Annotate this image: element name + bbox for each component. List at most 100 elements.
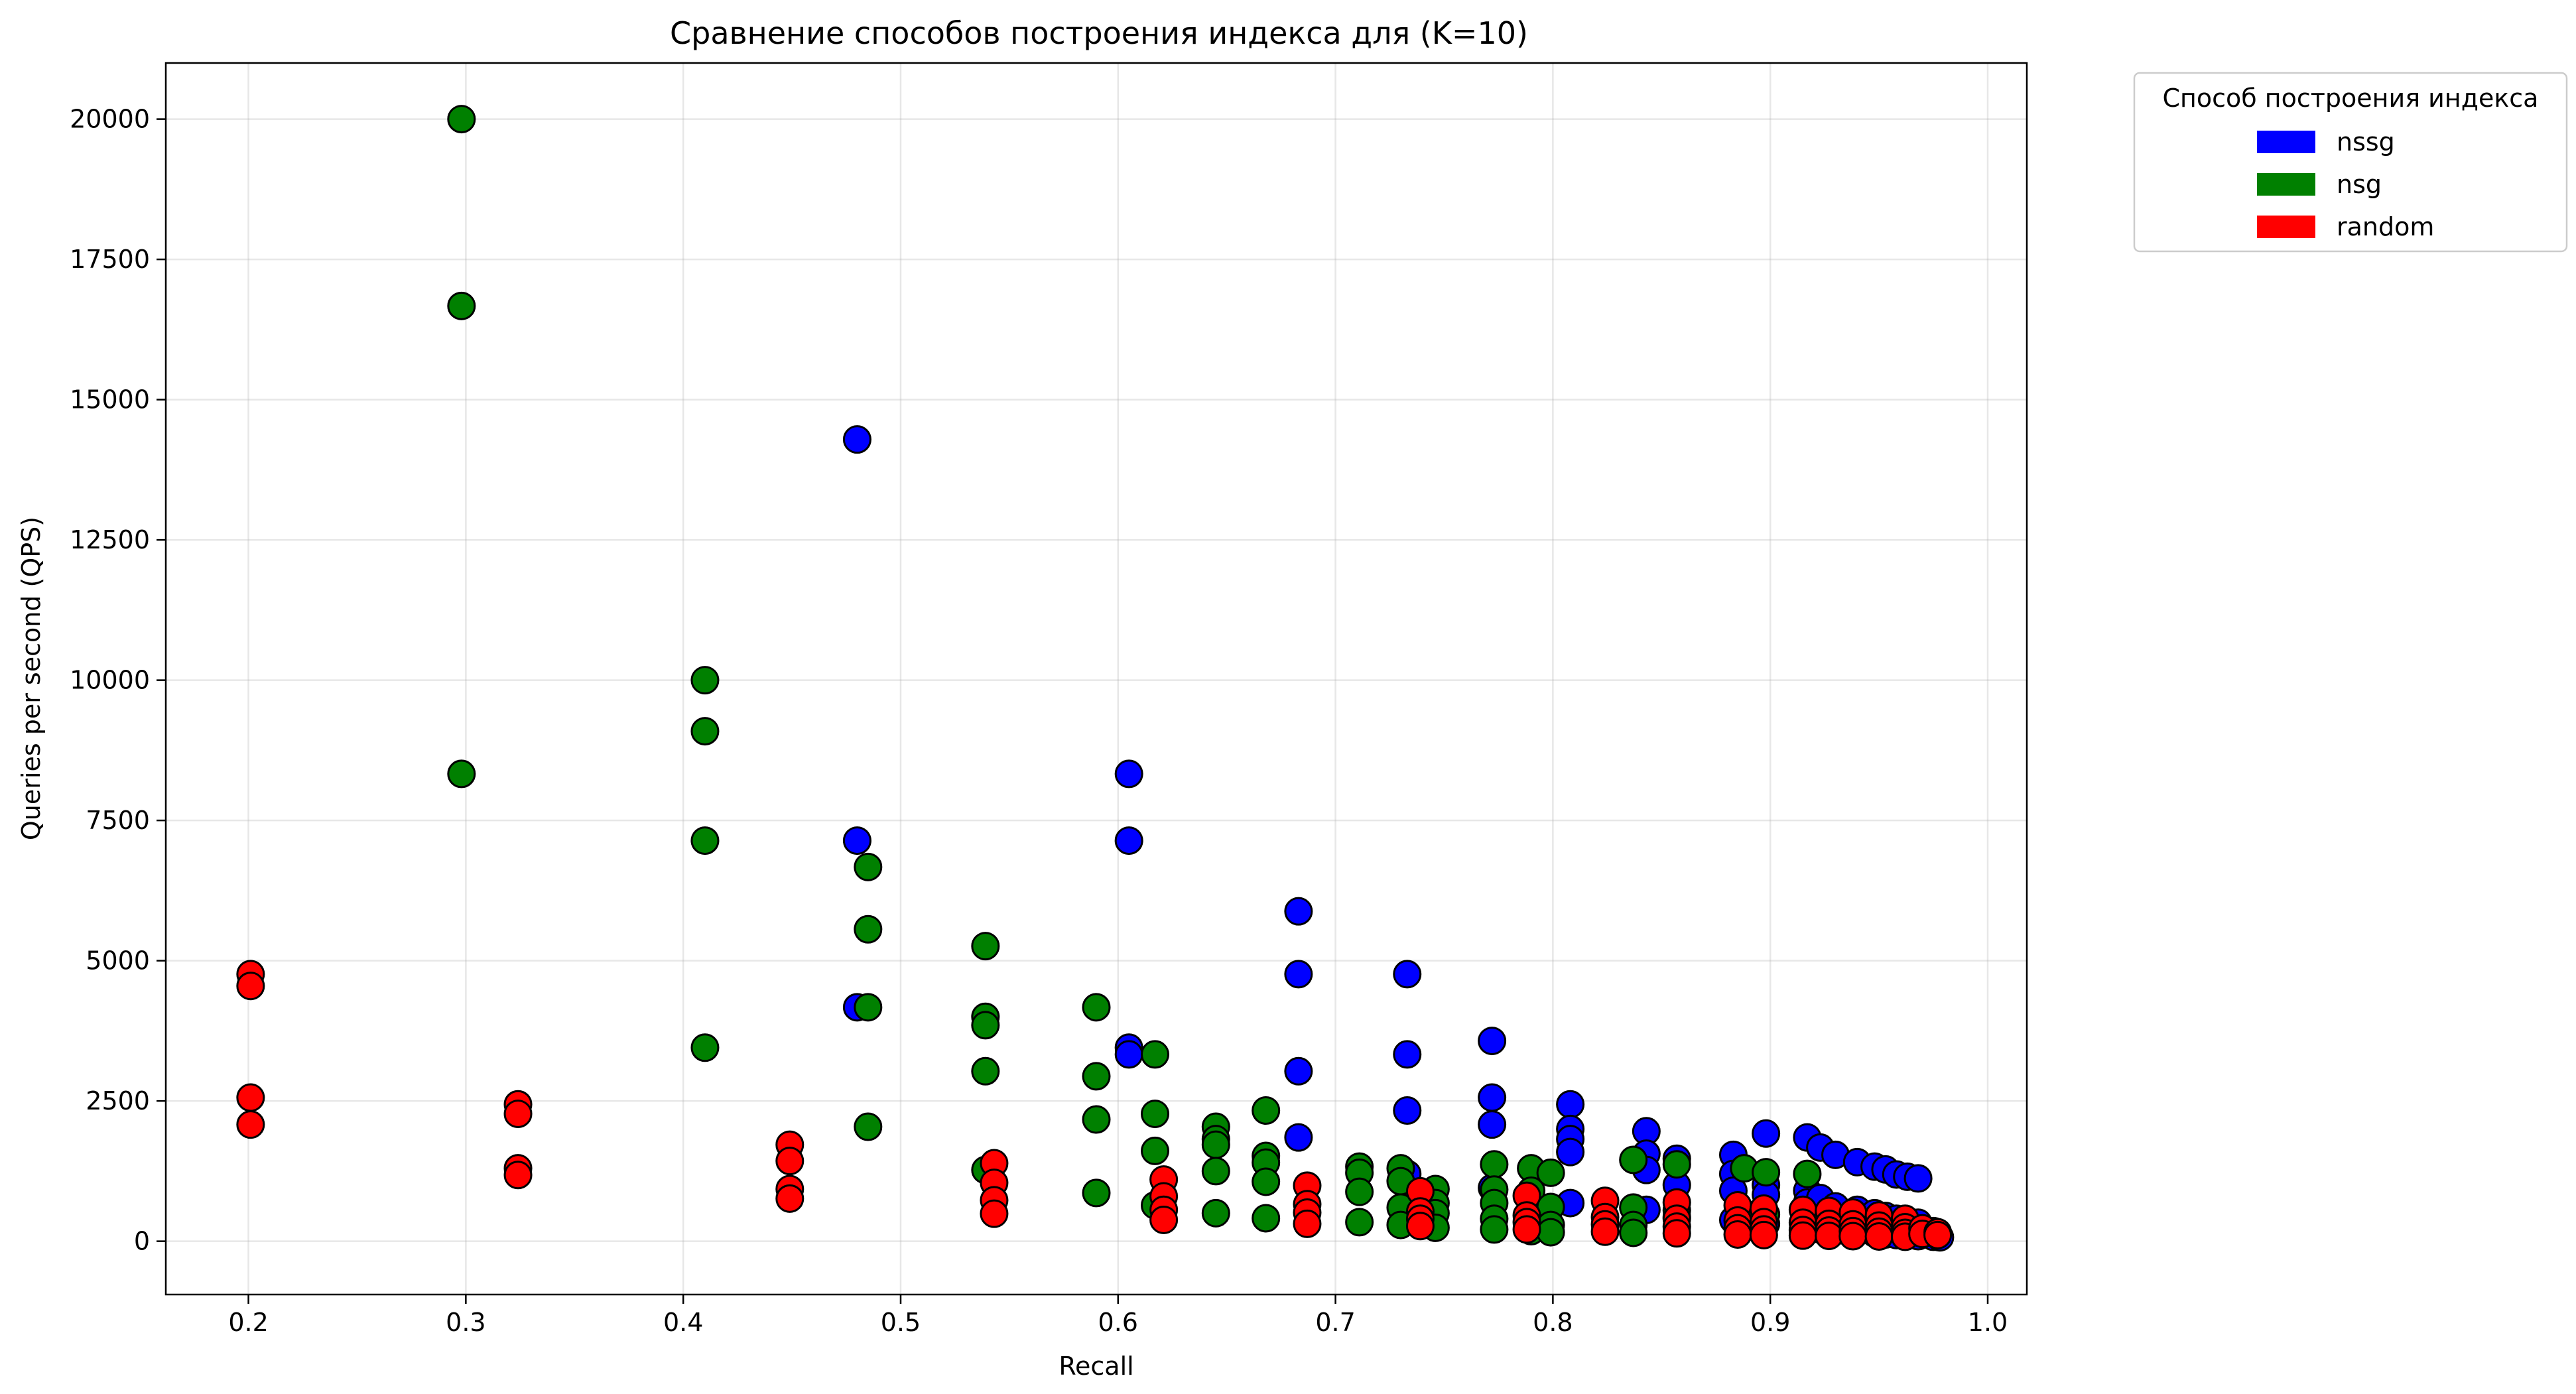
data-point-nssg [1478,1083,1507,1112]
data-point-nsg [1752,1158,1781,1187]
y-tick-label: 2500 [86,1086,150,1115]
data-point-nsg [447,105,476,134]
data-point-random [1788,1221,1817,1250]
data-point-nsg [1201,1157,1230,1186]
data-point-nssg [1393,1096,1422,1125]
data-point-nsg [854,852,883,881]
data-point-nsg [1536,1158,1565,1187]
data-point-random [1512,1215,1541,1244]
x-tick-label: 0.2 [228,1308,268,1337]
y-tick-label: 0 [134,1227,150,1256]
data-point-random [236,972,265,1001]
data-point-nsg [1480,1150,1509,1179]
data-point-nssg [1393,960,1422,989]
y-tick-label: 20000 [70,105,150,134]
grid [166,63,2027,1295]
data-point-nssg [1284,960,1313,989]
data-point-nsg [1480,1215,1509,1244]
data-point-random [1864,1222,1894,1251]
data-point-nsg [690,1033,720,1062]
y-tick-label: 10000 [70,666,150,695]
data-point-random [236,1083,265,1112]
data-point-nsg [1141,1100,1170,1129]
data-point-nsg [1619,1218,1648,1247]
data-point-nssg [1114,1040,1143,1069]
data-point-nssg [1393,1040,1422,1069]
data-point-nsg [854,1112,883,1141]
data-point-nsg [1252,1096,1281,1125]
data-point-random [1293,1209,1322,1238]
data-point-random [1590,1217,1620,1246]
data-point-nsg [1201,1130,1230,1159]
legend-label-nsg: nsg [2337,170,2382,199]
data-point-random [236,1110,265,1139]
legend-items: nssg nsg random [2257,127,2434,241]
data-point-random [1749,1220,1778,1249]
data-point-random [1815,1222,1844,1251]
data-point-nsg [447,291,476,320]
data-point-nsg [1252,1167,1281,1196]
data-point-nssg [1284,1123,1313,1152]
x-tick-label: 0.8 [1533,1308,1573,1337]
chart-title: Сравнение способов построения индекса дл… [670,15,1528,51]
data-point-nsg [1619,1145,1648,1174]
data-point-random [1923,1220,1953,1249]
data-point-nsg [1082,1178,1111,1208]
data-point-nsg [447,759,476,789]
data-point-nsg [1082,1105,1111,1134]
data-point-random [775,1184,805,1213]
legend-swatch-random [2257,216,2315,238]
data-point-random [503,1100,533,1129]
data-point-nsg [1662,1150,1691,1179]
data-point-nssg [1114,759,1143,789]
x-tick-label: 0.9 [1750,1308,1790,1337]
plot-frame [164,62,2028,1296]
data-point-random [775,1147,805,1176]
x-tick-label: 0.3 [446,1308,485,1337]
legend-title: Способ построения индекса [2163,84,2539,113]
data-point-nssg [1114,826,1143,855]
y-tick-label: 17500 [70,245,150,274]
data-point-nsg [971,1011,1000,1040]
x-axis-ticks: 0.2 0.3 0.4 0.5 0.6 0.7 0.8 0.9 1.0 [228,1295,2008,1337]
data-point-random [1149,1205,1179,1234]
data-point-nsg [1082,993,1111,1022]
data-point-random [1405,1212,1435,1241]
data-points [236,105,1955,1252]
data-point-nsg [1793,1159,1822,1188]
data-point-nsg [690,826,720,855]
data-point-nssg [1284,897,1313,926]
x-tick-label: 0.5 [881,1308,921,1337]
data-point-nssg [842,826,871,855]
y-tick-label: 12500 [70,525,150,554]
legend: Способ построения индекса nssg nsg random [2133,72,2568,253]
data-point-nssg [842,425,871,454]
y-axis-label: Queries per second (QPS) [17,517,46,840]
x-tick-label: 0.7 [1315,1308,1355,1337]
data-point-nsg [854,915,883,944]
x-tick-label: 0.6 [1098,1308,1138,1337]
x-tick-label: 1.0 [1968,1308,2008,1337]
data-point-random [1662,1219,1691,1248]
data-point-nsg [971,932,1000,961]
data-point-random [980,1199,1009,1228]
data-point-nsg [1345,1177,1374,1206]
y-tick-label: 5000 [86,946,150,976]
data-point-nsg [1536,1218,1565,1247]
y-tick-label: 15000 [70,385,150,414]
data-point-nsg [690,717,720,746]
data-point-nssg [1478,1110,1507,1139]
data-point-random [503,1161,533,1190]
legend-label-random: random [2337,212,2434,241]
data-point-nssg [1478,1027,1507,1056]
y-axis-ticks: 0 2500 5000 7500 10000 12500 15000 17500 20000 [70,105,166,1256]
data-point-nsg [971,1056,1000,1086]
data-point-nsg [854,993,883,1022]
x-tick-label: 0.4 [663,1308,703,1337]
data-point-random [1723,1220,1752,1249]
data-point-nssg [1556,1090,1585,1119]
legend-box [2133,72,2568,253]
data-point-nsg [1345,1208,1374,1237]
data-point-nssg [1752,1119,1781,1148]
